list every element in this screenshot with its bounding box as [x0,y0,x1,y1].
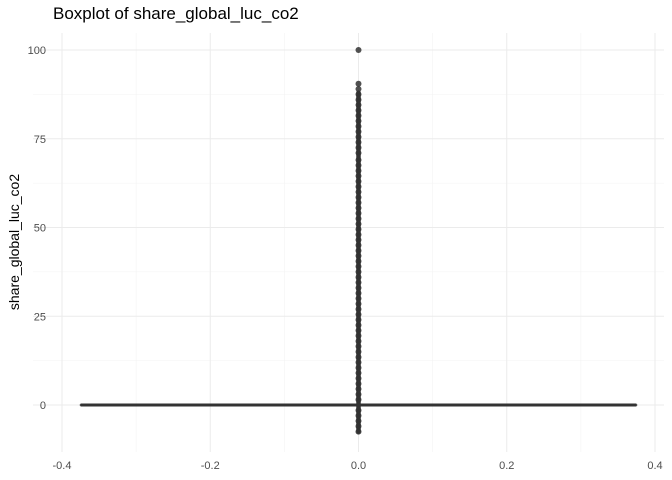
outlier-point [355,47,362,53]
outlier-point [355,215,362,222]
outlier-point [355,139,362,146]
outlier-point [355,118,362,124]
outlier-point [355,149,362,156]
outlier-point [355,391,362,398]
outlier-point [355,295,362,302]
outlier-point [355,428,362,435]
outlier-point [355,167,362,174]
outlier-point [355,162,362,169]
outlier-point [355,412,362,419]
y-tick-label: 0 [40,400,46,412]
outlier-point [355,343,362,350]
outlier-point [355,423,362,430]
outlier-point [355,327,362,334]
outlier-point [355,348,362,355]
outlier-point [355,252,362,259]
outlier-point [355,370,362,377]
x-tick-label: 0.2 [499,460,514,472]
outlier-point [355,123,362,130]
outlier-point [355,354,362,361]
outlier-point [355,284,362,291]
outlier-point [355,133,362,140]
outlier-point [355,332,362,339]
outlier-point [355,380,362,387]
outlier-point [355,199,362,206]
y-tick-label: 25 [34,311,46,323]
outlier-point [355,417,362,424]
outlier-point [355,396,362,403]
y-axis-ticks: 0 25 50 75 100 [28,45,46,412]
outlier-point [355,407,362,414]
outlier-point [355,274,362,281]
outlier-point [355,226,362,233]
outlier-point [355,386,362,393]
outlier-point [355,316,362,323]
outlier-point [355,236,362,243]
outlier-point [355,338,362,345]
outlier-point [355,210,362,217]
outlier-point [355,322,362,329]
outlier-point [355,204,362,211]
x-tick-label: 0.4 [647,460,662,472]
outlier-point [355,178,362,185]
outlier-point [355,183,362,190]
outlier-point [355,107,362,114]
outlier-point [355,231,362,238]
outlier-point [355,80,362,87]
grid [33,33,664,452]
outlier-point [355,359,362,366]
outlier-point [355,364,362,371]
outlier-point [355,263,362,270]
outlier-point [355,268,362,275]
x-tick-label: -0.2 [201,460,220,472]
outlier-point [355,86,362,93]
outlier-point [355,128,362,135]
y-axis-label: share_global_luc_co2 [6,174,22,310]
y-tick-label: 100 [28,45,46,57]
x-tick-label: -0.4 [53,460,72,472]
outlier-point [355,173,362,180]
x-axis-ticks: -0.4 -0.2 0.0 0.2 0.4 [53,460,663,472]
outlier-point [355,247,362,254]
outlier-point [355,220,362,227]
outlier-point [355,144,362,151]
outlier-point [355,258,362,265]
outlier-point [355,189,362,195]
outlier-point [355,375,362,382]
outlier-point [355,102,362,109]
outlier-point [355,194,362,201]
outlier-point [355,279,362,286]
y-tick-label: 50 [34,223,46,235]
chart-title: Boxplot of share_global_luc_co2 [53,4,299,23]
outlier-point [355,91,362,98]
outlier-point [355,96,362,103]
outlier-point [355,112,362,119]
outlier-point [355,300,362,307]
plot-marks [79,47,638,435]
outlier-point [355,311,362,318]
x-tick-label: 0.0 [351,460,366,472]
outlier-point [355,157,362,164]
outlier-point [355,306,362,313]
outlier-point [355,290,362,297]
y-tick-label: 75 [34,134,46,146]
outlier-point [355,242,362,249]
